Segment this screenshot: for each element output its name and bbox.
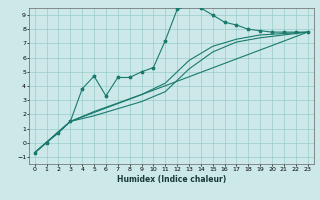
X-axis label: Humidex (Indice chaleur): Humidex (Indice chaleur)	[116, 175, 226, 184]
